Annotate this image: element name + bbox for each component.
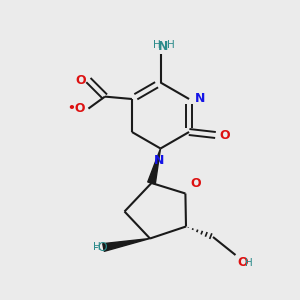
Polygon shape — [103, 238, 150, 251]
Text: N: N — [158, 40, 169, 52]
Text: •O: •O — [68, 102, 86, 115]
Text: H: H — [93, 242, 101, 253]
Text: O: O — [75, 74, 86, 87]
Text: N: N — [195, 92, 206, 105]
Text: -O: -O — [94, 241, 109, 254]
Text: O: O — [190, 177, 200, 190]
Text: H: H — [244, 258, 252, 268]
Polygon shape — [148, 148, 160, 184]
Text: O: O — [219, 128, 230, 142]
Text: H: H — [153, 40, 160, 50]
Text: H: H — [167, 40, 175, 50]
Text: O: O — [237, 256, 247, 268]
Text: N: N — [154, 154, 164, 167]
